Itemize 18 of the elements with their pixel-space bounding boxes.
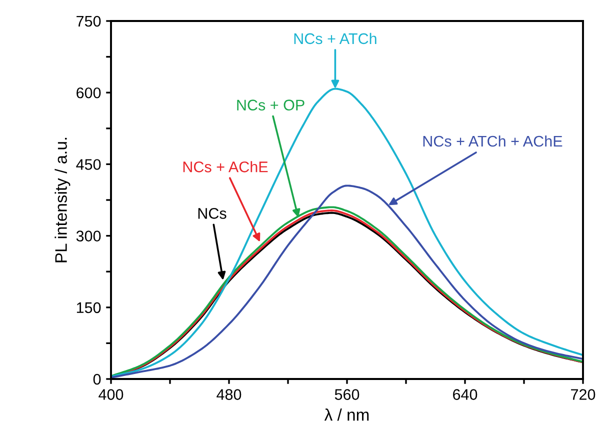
annotation: NCs + OP bbox=[237, 100, 304, 110]
y-tick-label: 300 bbox=[76, 230, 101, 242]
y-tick-label: 450 bbox=[76, 159, 101, 170]
y-axis-title: PL intensity / a.u. bbox=[54, 138, 70, 262]
y-tick-label: 0 bbox=[93, 374, 101, 385]
x-tick-label: 480 bbox=[216, 389, 242, 400]
annotation: NCs + AChE bbox=[183, 161, 268, 172]
x-tick-label: 640 bbox=[453, 389, 478, 400]
x-axis-title: λ / nm bbox=[324, 408, 369, 421]
x-tick-label: 720 bbox=[571, 389, 596, 400]
annotation: NCs bbox=[198, 208, 226, 219]
y-tick-label: 150 bbox=[76, 302, 101, 314]
annotation: NCs + ATCh + AChE bbox=[423, 135, 562, 147]
x-tick-label: 560 bbox=[334, 389, 360, 400]
y-tick-label: 750 bbox=[76, 16, 101, 27]
annotation: NCs + ATCh bbox=[294, 32, 376, 44]
x-tick-label: 400 bbox=[98, 389, 124, 400]
y-tick-label: 600 bbox=[76, 87, 101, 98]
